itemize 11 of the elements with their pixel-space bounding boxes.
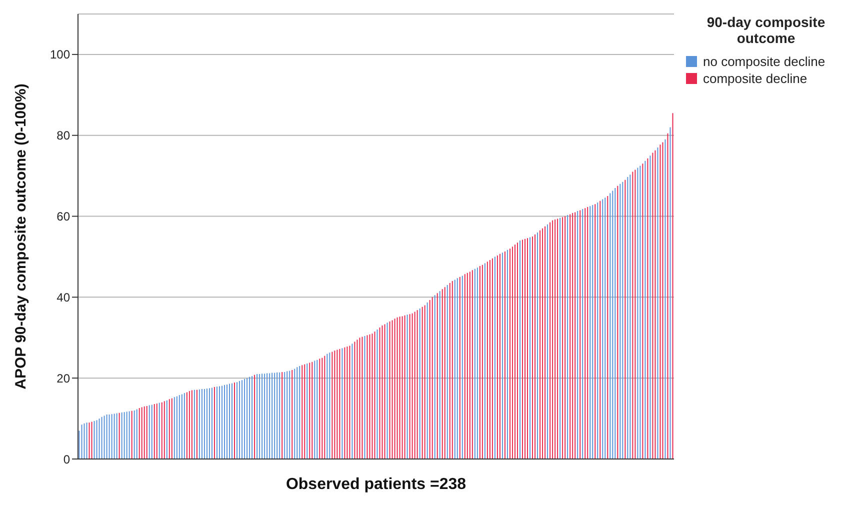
- y-tick-label: 20: [56, 371, 70, 386]
- y-tick-label: 100: [50, 48, 70, 62]
- y-tick-label: 0: [63, 452, 70, 466]
- x-axis-title: Observed patients =238: [286, 476, 466, 493]
- y-axis-title: APOP 90-day composite outcome (0-100%): [12, 84, 30, 390]
- legend-label: no composite decline: [703, 54, 826, 69]
- legend-label: composite decline: [703, 71, 808, 86]
- y-tick-label: 60: [56, 210, 70, 224]
- y-tick-label: 40: [56, 290, 70, 304]
- y-tick-label: 80: [56, 128, 70, 143]
- legend-title: 90-day composite outcome: [706, 14, 826, 46]
